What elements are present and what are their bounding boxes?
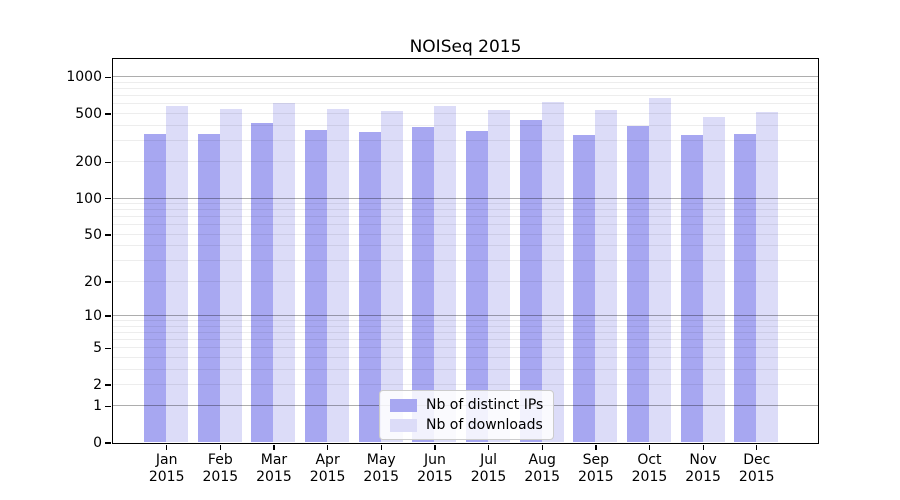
legend-swatch-distinct-ips [390, 398, 417, 412]
y-axis-tick [105, 161, 111, 163]
x-axis-tick-label: Feb 2015 [202, 452, 239, 485]
y-axis-tick [105, 442, 111, 444]
y-axis-tick-label: 20 [84, 273, 102, 290]
y-axis-tick [105, 405, 111, 407]
y-axis-tick-label: 200 [75, 154, 102, 171]
bar-distinct-ips-jan [144, 133, 167, 443]
x-axis-tick-label: Apr 2015 [309, 452, 346, 485]
legend-label-downloads: Nb of downloads [426, 417, 543, 433]
y-axis-tick [105, 76, 111, 78]
chart-title: NOISeq 2015 [409, 37, 522, 57]
bar-distinct-ips-mar [251, 122, 274, 443]
bar-distinct-ips-aug [519, 119, 542, 443]
x-axis-tick [380, 444, 382, 450]
bar-distinct-ips-apr [305, 130, 328, 443]
x-axis-tick [648, 444, 651, 450]
legend-row-downloads: Nb of downloads [390, 416, 543, 434]
x-axis-tick-label: Dec 2015 [738, 452, 775, 485]
bar-distinct-ips-feb [197, 133, 220, 443]
bar-downloads-may [380, 110, 403, 443]
bar-downloads-aug [541, 102, 564, 443]
y-axis-tick [105, 198, 111, 200]
bars-layer [113, 59, 818, 443]
y-axis-tick-label: 5 [93, 340, 102, 357]
x-axis-tick [702, 444, 704, 450]
x-axis-tick-label: Jun 2015 [417, 452, 453, 485]
x-axis-tick [595, 444, 597, 450]
x-axis-tick [434, 444, 436, 450]
bar-downloads-feb [219, 109, 242, 443]
x-axis-tick-label: Sep 2015 [577, 452, 614, 485]
bar-downloads-jul [488, 110, 511, 443]
bar-downloads-sep [595, 110, 618, 443]
x-axis-tick [487, 444, 490, 450]
bar-downloads-dec [756, 111, 779, 443]
bar-downloads-oct [648, 98, 671, 443]
bar-distinct-ips-jul [466, 130, 489, 443]
x-axis-tick [219, 444, 222, 450]
x-axis-tick [166, 444, 168, 450]
x-axis-tick [273, 444, 275, 450]
y-axis-tick-label: 0 [93, 435, 102, 451]
x-axis-tick-label: Mar 2015 [256, 452, 292, 485]
x-axis-tick-label: Jan 2015 [148, 452, 185, 485]
bar-distinct-ips-jun [412, 127, 435, 443]
x-axis-tick-label: Aug 2015 [524, 452, 560, 485]
legend-row-distinct-ips: Nb of distinct IPs [390, 396, 543, 414]
legend-swatch-downloads [390, 418, 417, 432]
y-axis-tick [105, 281, 111, 283]
bar-downloads-apr [327, 109, 350, 443]
plot-area [111, 57, 819, 444]
x-axis-tick-label: May 2015 [363, 452, 400, 485]
bar-distinct-ips-oct [626, 125, 649, 443]
y-axis-tick [105, 113, 111, 115]
bar-distinct-ips-may [358, 132, 381, 443]
bar-distinct-ips-nov [680, 135, 703, 443]
y-axis-tick-label: 100 [75, 190, 102, 207]
bar-distinct-ips-sep [573, 134, 596, 443]
y-axis-tick-label: 10 [84, 308, 102, 325]
x-axis-tick-label: Jul 2015 [470, 452, 507, 485]
y-axis-tick-label: 2 [93, 376, 102, 393]
y-axis-tick [105, 234, 111, 236]
y-axis-tick-label: 500 [75, 105, 102, 122]
x-axis-tick [327, 444, 329, 450]
y-axis-tick-label: 1000 [66, 69, 102, 86]
y-axis-tick [105, 384, 111, 386]
bar-distinct-ips-dec [734, 133, 757, 443]
x-axis-tick-label: Nov 2015 [685, 452, 721, 485]
x-axis-tick [541, 444, 543, 450]
x-axis-tick [756, 444, 758, 450]
bar-downloads-mar [273, 102, 296, 443]
y-axis-tick [105, 315, 111, 317]
legend: Nb of distinct IPs Nb of downloads [379, 390, 555, 440]
bar-downloads-nov [702, 116, 725, 443]
bar-downloads-jan [166, 106, 189, 443]
x-axis-tick-label: Oct 2015 [631, 452, 668, 485]
bar-downloads-jun [434, 106, 457, 443]
legend-label-distinct-ips: Nb of distinct IPs [426, 397, 544, 413]
y-axis-tick-label: 1 [93, 398, 102, 415]
y-axis-tick-label: 50 [84, 226, 102, 243]
y-axis-tick [105, 347, 111, 349]
